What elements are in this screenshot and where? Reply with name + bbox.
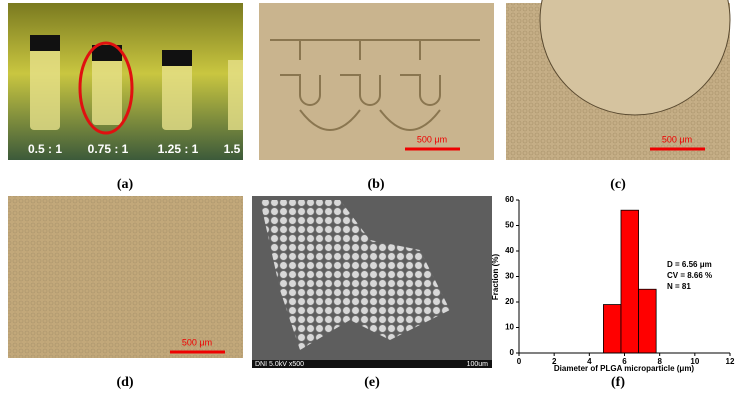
ratio-label: 1.25 : 1 xyxy=(158,142,199,156)
bar xyxy=(603,304,622,354)
panel-label: (d) xyxy=(116,375,133,390)
bar xyxy=(638,288,657,354)
annotation: CV = 8.66 % xyxy=(667,271,712,280)
y-tick-label: 10 xyxy=(505,323,514,332)
annotation: N = 81 xyxy=(667,282,691,291)
photo-droplets xyxy=(506,0,731,160)
y-tick-label: 20 xyxy=(505,297,514,306)
x-axis-label: Diameter of PLGA microparticle (μm) xyxy=(554,364,695,373)
x-tick-label: 10 xyxy=(690,357,699,366)
x-tick-label: 2 xyxy=(552,357,557,366)
x-tick-label: 4 xyxy=(587,357,592,366)
panel-label: (a) xyxy=(117,177,134,192)
photo-channels xyxy=(259,3,494,160)
scale-bar-label: 500 μm xyxy=(417,134,447,144)
panel-label: (e) xyxy=(364,375,380,390)
sem-image xyxy=(252,196,492,368)
y-tick-label: 60 xyxy=(505,195,514,204)
scale-bar-label: 500 μm xyxy=(662,134,692,144)
x-tick-label: 12 xyxy=(726,357,735,366)
y-tick-label: 50 xyxy=(505,221,514,230)
sem-scale: 100um xyxy=(467,361,489,368)
photo-vials xyxy=(8,3,243,160)
y-tick-label: 30 xyxy=(505,272,514,281)
x-tick-label: 8 xyxy=(657,357,662,366)
scale-bar-label: 500 μm xyxy=(182,337,212,347)
sem-info: DNI 5.0kV x500 xyxy=(255,361,304,368)
x-tick-label: 6 xyxy=(622,357,627,366)
panel-label: (b) xyxy=(367,177,384,192)
photo-collected-droplets xyxy=(8,196,243,358)
annotation: D = 6.56 μm xyxy=(667,260,712,269)
panel-label: (f) xyxy=(611,375,625,390)
ratio-label: 0.5 : 1 xyxy=(28,142,62,156)
ratio-label: 0.75 : 1 xyxy=(88,142,129,156)
y-tick-label: 0 xyxy=(510,348,515,357)
y-tick-label: 40 xyxy=(505,246,514,255)
x-tick-label: 0 xyxy=(517,357,522,366)
ratio-label: 1.5 xyxy=(224,142,241,156)
y-axis-label: Fraction (%) xyxy=(491,254,500,301)
panel-label: (c) xyxy=(610,177,626,192)
bar xyxy=(620,209,639,354)
